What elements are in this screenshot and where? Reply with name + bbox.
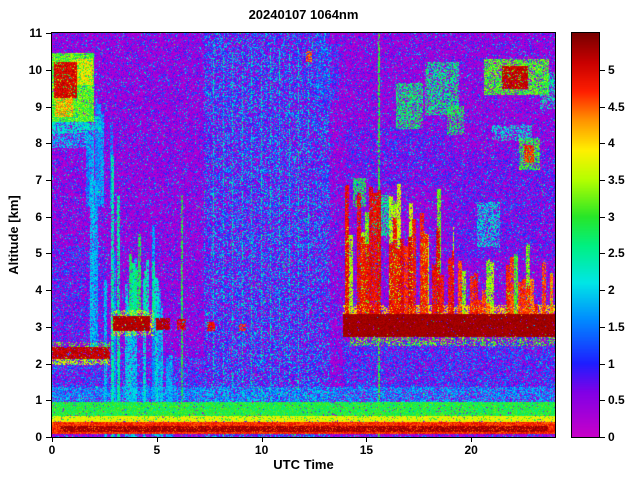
colorbar-tick-mark — [600, 326, 605, 328]
y-tick-label: 2 — [35, 356, 42, 371]
y-tick-label: 3 — [35, 319, 42, 334]
colorbar-tick-label: 2.5 — [608, 246, 625, 261]
chart-title: 20240107 1064nm — [248, 7, 359, 22]
y-tick-mark — [46, 33, 51, 34]
colorbar-tick-mark — [600, 290, 605, 292]
colorbar-tick-label: 4.5 — [608, 99, 625, 114]
y-tick-label: 0 — [35, 430, 42, 444]
y-tick-label: 4 — [35, 283, 42, 298]
y-tick-label: 5 — [35, 246, 42, 261]
y-tick-mark — [46, 216, 51, 218]
x-tick-label: 20 — [464, 443, 478, 457]
y-tick-label: 10 — [28, 62, 42, 77]
y-tick-label: 6 — [35, 209, 42, 224]
y-tick-mark — [46, 400, 51, 402]
y-tick-mark — [46, 290, 51, 292]
y-tick-label: 11 — [29, 26, 42, 40]
x-tick-mark — [156, 438, 158, 442]
colorbar-tick-mark — [600, 363, 605, 365]
x-tick-mark — [261, 438, 263, 442]
colorbar-tick-mark — [600, 437, 605, 438]
colorbar-tick-label: 0 — [608, 430, 615, 444]
colorbar-tick-mark — [600, 400, 605, 402]
colorbar-tick-label: 1.5 — [608, 319, 625, 334]
colorbar-canvas — [572, 33, 599, 437]
y-tick-mark — [46, 363, 51, 365]
y-tick-label: 1 — [35, 393, 42, 408]
colorbar-tick-mark — [600, 179, 605, 181]
y-tick-mark — [46, 143, 51, 145]
x-tick-label: 10 — [254, 443, 269, 457]
x-tick-mark — [471, 438, 473, 442]
colorbar-tick-mark — [600, 69, 605, 71]
x-tick-label: 5 — [153, 443, 161, 457]
colorbar-tick-label: 3.5 — [608, 172, 625, 187]
colorbar-tick-label: 0.5 — [608, 393, 625, 408]
colorbar-tick-label: 4 — [608, 136, 615, 151]
colorbar-tick-label: 5 — [608, 62, 615, 77]
colorbar-tick-label: 3 — [608, 209, 615, 224]
y-tick-label: 7 — [35, 172, 42, 187]
colorbar-tick-mark — [600, 253, 605, 255]
y-tick-label: 8 — [35, 136, 42, 151]
y-tick-mark — [46, 179, 51, 181]
y-tick-mark — [46, 69, 51, 71]
x-axis-label: UTC Time — [273, 457, 334, 472]
colorbar-tick-label: 1 — [608, 356, 615, 371]
y-tick-mark — [46, 437, 51, 438]
x-tick-label: 15 — [359, 443, 374, 457]
x-tick-mark — [366, 438, 368, 442]
y-tick-mark — [46, 326, 51, 328]
colorbar-tick-label: 2 — [608, 283, 615, 298]
colorbar-tick-mark — [600, 106, 605, 108]
x-tick-mark — [52, 438, 53, 442]
x-tick-label: 0 — [48, 443, 56, 457]
y-tick-mark — [46, 253, 51, 255]
colorbar-tick-mark — [600, 143, 605, 145]
y-tick-mark — [46, 106, 51, 108]
heatmap-canvas — [52, 33, 555, 437]
colorbar-tick-mark — [600, 216, 605, 218]
y-tick-label: 9 — [35, 99, 42, 114]
y-axis-label: Altitude [km] — [6, 195, 21, 275]
